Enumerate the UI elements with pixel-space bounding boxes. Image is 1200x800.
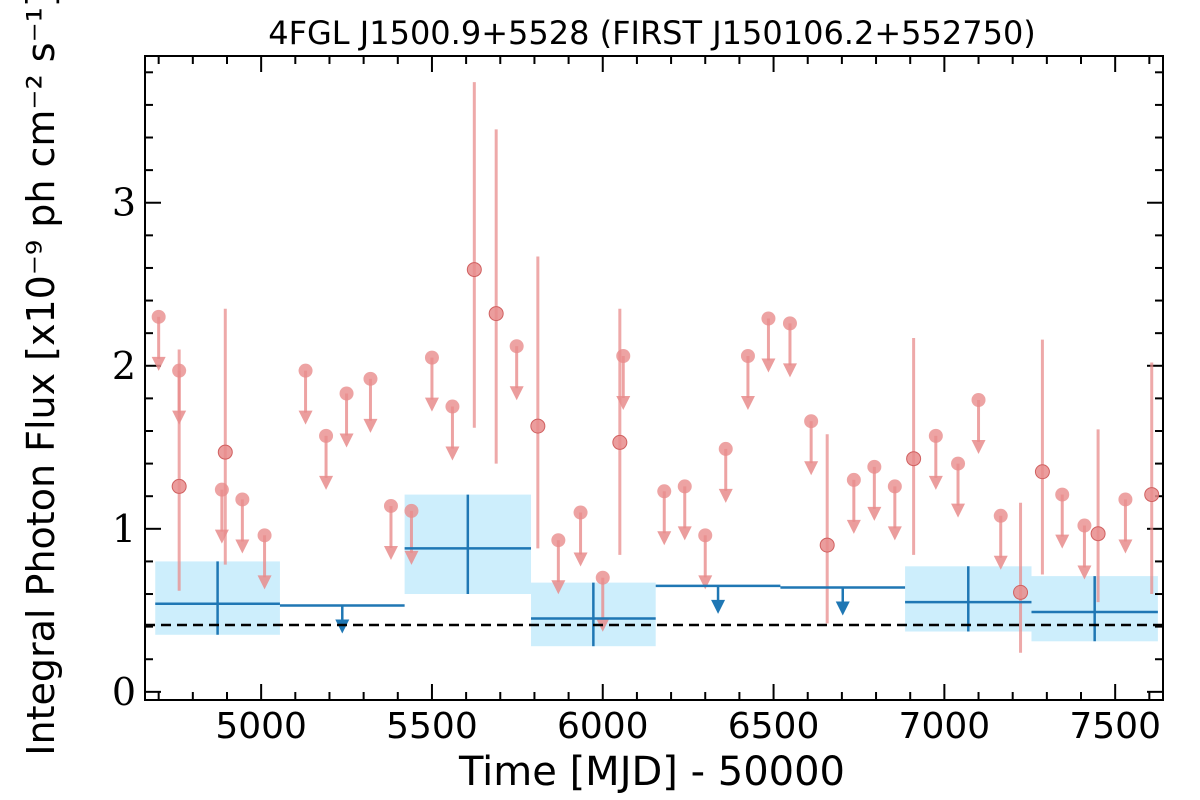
monthly-ul-arrow-30 bbox=[951, 503, 966, 518]
monthly-ul-arrow-18 bbox=[657, 531, 672, 546]
monthly-ul-arrow-2 bbox=[214, 529, 229, 544]
monthly-point-1 bbox=[217, 444, 233, 460]
monthly-point-0 bbox=[171, 478, 187, 494]
monthly-ul-arrow-10 bbox=[404, 550, 419, 565]
monthly-ul-arrow-13 bbox=[509, 386, 524, 401]
monthly-ul-arrow-33 bbox=[1055, 534, 1070, 549]
monthly-ul-arrow-27 bbox=[867, 506, 882, 521]
x-tick-label-6000: 6000 bbox=[557, 706, 649, 747]
monthly-ul-arrow-23 bbox=[761, 358, 776, 373]
monthly-ul-arrow-12 bbox=[445, 446, 460, 461]
monthly-ul-arrow-14 bbox=[551, 580, 566, 595]
monthly-ul-arrow-25 bbox=[804, 461, 819, 476]
monthly-ul-arrow-31 bbox=[971, 440, 986, 455]
monthly-ul-arrow-19 bbox=[677, 526, 692, 541]
monthly-ul-arrow-8 bbox=[363, 418, 378, 433]
monthly-ul-arrow-9 bbox=[383, 545, 398, 560]
monthly-ul-arrow-6 bbox=[319, 475, 334, 490]
monthly-point-6 bbox=[819, 537, 835, 553]
monthly-ul-arrow-32 bbox=[993, 555, 1008, 570]
monthly-ul-arrow-34 bbox=[1077, 565, 1092, 580]
monthly-ul-arrow-26 bbox=[846, 519, 861, 534]
y-tick-label-1: 1 bbox=[112, 507, 136, 551]
monthly-ul-arrow-15 bbox=[573, 552, 588, 567]
yearly-ul-arrow-1 bbox=[711, 599, 726, 614]
monthly-ul-arrow-11 bbox=[424, 397, 439, 412]
monthly-ul-arrow-5 bbox=[298, 410, 313, 425]
monthly-ul-arrow-22 bbox=[740, 395, 755, 410]
chart-title: 4FGL J1500.9+5528 (FIRST J150106.2+55275… bbox=[268, 14, 1036, 52]
plot-frame bbox=[144, 55, 1164, 701]
yearly-ul-arrow-0 bbox=[335, 619, 350, 634]
monthly-ul-arrow-24 bbox=[782, 363, 797, 378]
monthly-point-5 bbox=[612, 434, 628, 450]
monthly-ul-arrow-3 bbox=[235, 539, 250, 554]
x-tick-label-7500: 7500 bbox=[1069, 706, 1161, 747]
monthly-ul-arrow-17 bbox=[616, 395, 631, 410]
monthly-point-11 bbox=[1144, 487, 1160, 503]
monthly-ul-arrow-1 bbox=[172, 410, 187, 425]
yearly-ul-arrow-2 bbox=[835, 601, 850, 616]
monthly-ul-arrow-29 bbox=[928, 475, 943, 490]
monthly-point-8 bbox=[1013, 584, 1029, 600]
monthly-ul-arrow-0 bbox=[151, 356, 166, 371]
monthly-point-2 bbox=[466, 262, 482, 278]
tick-labels: 5000 5500 6000 6500 7000 7500 0 1 2 3 bbox=[112, 181, 1161, 747]
monthly-point-9 bbox=[1034, 464, 1050, 480]
x-axis-label: Time [MJD] - 50000 bbox=[458, 749, 845, 795]
monthly-point-3 bbox=[488, 306, 504, 322]
monthly-point-4 bbox=[530, 418, 546, 434]
monthly-series bbox=[151, 82, 1160, 653]
x-tick-label-5000: 5000 bbox=[215, 706, 307, 747]
x-tick-label-7000: 7000 bbox=[899, 706, 991, 747]
y-tick-label-2: 2 bbox=[112, 344, 136, 388]
yearly-series bbox=[155, 494, 1158, 647]
monthly-ul-arrow-35 bbox=[1118, 539, 1133, 554]
x-tick-label-5500: 5500 bbox=[386, 706, 478, 747]
y-tick-label-3: 3 bbox=[112, 181, 136, 225]
monthly-ul-arrow-7 bbox=[339, 433, 354, 448]
axis-ticks bbox=[145, 56, 1163, 700]
monthly-ul-arrow-28 bbox=[887, 526, 902, 541]
monthly-ul-arrow-4 bbox=[257, 575, 272, 590]
monthly-ul-arrow-21 bbox=[718, 488, 733, 503]
y-axis-label: Integral Photon Flux [x10⁻⁹ ph cm⁻² s⁻¹] bbox=[19, 0, 63, 756]
y-tick-label-0: 0 bbox=[112, 670, 136, 714]
monthly-point-10 bbox=[1090, 526, 1106, 542]
monthly-point-7 bbox=[906, 451, 922, 467]
x-tick-label-6500: 6500 bbox=[728, 706, 820, 747]
monthly-ul-arrow-20 bbox=[698, 575, 713, 590]
